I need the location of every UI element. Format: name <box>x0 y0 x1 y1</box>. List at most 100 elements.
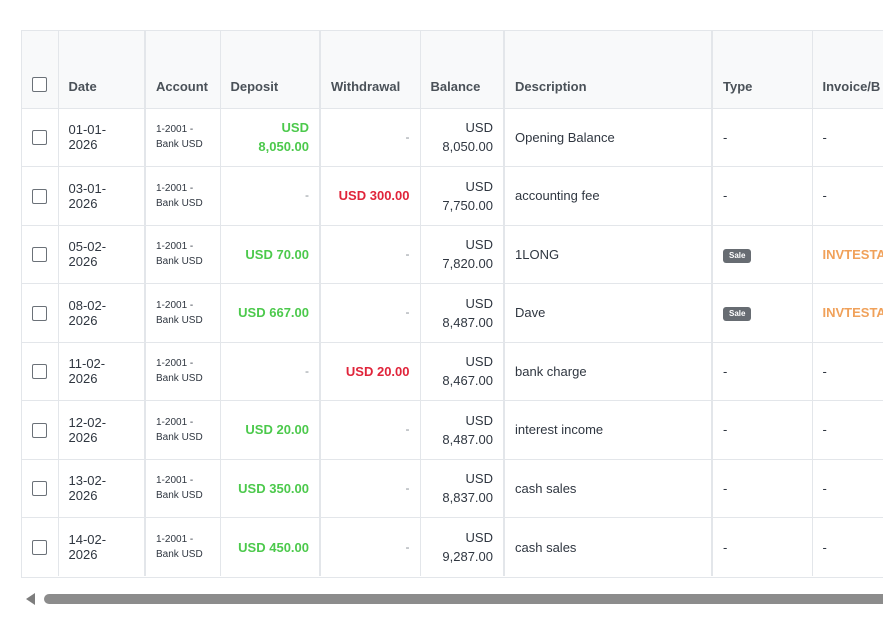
type-cell: - <box>712 517 813 576</box>
account-cell: 1-2001 - Bank USD <box>145 166 221 226</box>
deposit-cell: USD 450.00 <box>220 517 321 576</box>
column-header-withdrawal[interactable]: Withdrawal <box>320 31 421 109</box>
scrollbar-thumb[interactable] <box>44 594 883 604</box>
balance-currency: USD <box>465 412 493 428</box>
account-cell: 1-2001 - Bank USD <box>145 342 221 401</box>
account-code: 1-2001 - <box>156 299 194 311</box>
table-row[interactable]: 13-02-2026 1-2001 - Bank USD USD 350.00 -… <box>22 459 883 518</box>
withdrawal-cell: USD 20.00 <box>320 342 421 401</box>
column-header-account[interactable]: Account <box>145 31 221 109</box>
row-checkbox[interactable] <box>32 305 48 321</box>
column-header-deposit[interactable]: Deposit <box>220 31 321 109</box>
row-checkbox[interactable] <box>32 422 48 438</box>
balance-amount: 7,750.00 <box>442 197 493 213</box>
invoice-cell: INVTESTA2 <box>812 225 883 284</box>
column-header-date[interactable]: Date <box>58 31 146 109</box>
column-header-type[interactable]: Type <box>712 31 813 109</box>
column-header-invoice[interactable]: Invoice/B <box>812 31 883 109</box>
balance-currency: USD <box>465 295 493 311</box>
balance-currency: USD <box>465 354 493 370</box>
account-cell: 1-2001 - Bank USD <box>145 108 221 167</box>
horizontal-scrollbar[interactable] <box>24 592 883 606</box>
account-cell: 1-2001 - Bank USD <box>145 517 221 576</box>
row-checkbox[interactable] <box>32 188 48 204</box>
row-checkbox[interactable] <box>32 130 48 146</box>
row-select-cell <box>22 108 59 167</box>
account-name: Bank USD <box>156 314 203 326</box>
withdrawal-cell: - <box>320 108 421 167</box>
type-cell: Sale <box>712 225 813 284</box>
description-cell: cash sales <box>504 459 713 518</box>
description-cell: bank charge <box>504 342 713 401</box>
account-name: Bank USD <box>156 197 203 209</box>
balance-amount: 9,287.00 <box>442 549 493 564</box>
description-cell: accounting fee <box>504 166 713 226</box>
account-name: Bank USD <box>156 549 203 560</box>
invoice-cell: - <box>812 342 883 401</box>
select-all-header <box>22 31 59 109</box>
table-row[interactable]: 01-01-2026 1-2001 - Bank USD USD 8,050.00 … <box>22 108 883 167</box>
row-checkbox[interactable] <box>32 481 48 497</box>
date-cell: 08-02-2026 <box>58 283 146 343</box>
select-all-checkbox[interactable] <box>32 76 48 92</box>
balance-amount: 8,837.00 <box>442 490 493 506</box>
account-name: Bank USD <box>156 431 203 443</box>
sale-badge: Sale <box>723 307 752 322</box>
table-row[interactable]: 11-02-2026 1-2001 - Bank USD - USD 20.00 … <box>22 342 883 401</box>
deposit-cell: USD 350.00 <box>220 459 321 518</box>
balance-cell: USD 8,487.00 <box>420 400 505 460</box>
deposit-cell: USD 667.00 <box>220 283 321 343</box>
date-cell: 14-02-2026 <box>58 517 146 576</box>
chevron-left-icon[interactable] <box>26 593 35 605</box>
row-select-cell <box>22 283 59 343</box>
type-cell: Sale <box>712 283 813 343</box>
account-code: 1-2001 - <box>156 475 194 487</box>
invoice-link[interactable]: INVTESTA2 <box>822 246 883 262</box>
table-row[interactable]: 03-01-2026 1-2001 - Bank USD - USD 300.00… <box>22 166 883 226</box>
deposit-amount: 8,050.00 <box>258 139 309 155</box>
balance-cell: USD 8,487.00 <box>420 283 505 343</box>
description-cell: Dave <box>504 283 713 343</box>
description-cell: 1LONG <box>504 225 713 284</box>
deposit-cell: USD 70.00 <box>220 225 321 284</box>
table-row[interactable]: 12-02-2026 1-2001 - Bank USD USD 20.00 - … <box>22 400 883 460</box>
column-header-description[interactable]: Description <box>504 31 713 109</box>
table-row[interactable]: 05-02-2026 1-2001 - Bank USD USD 70.00 - … <box>22 225 883 284</box>
invoice-cell: - <box>812 517 883 576</box>
table-row[interactable]: 14-02-2026 1-2001 - Bank USD USD 450.00 -… <box>22 517 883 576</box>
invoice-cell: - <box>812 108 883 167</box>
account-cell: 1-2001 - Bank USD <box>145 225 221 284</box>
account-name: Bank USD <box>156 139 203 151</box>
row-select-cell <box>22 459 59 518</box>
balance-currency: USD <box>465 237 493 253</box>
account-cell: 1-2001 - Bank USD <box>145 283 221 343</box>
balance-cell: USD 8,467.00 <box>420 342 505 401</box>
date-cell: 01-01-2026 <box>58 108 146 167</box>
invoice-cell: - <box>812 400 883 460</box>
description-cell: interest income <box>504 400 713 460</box>
balance-cell: USD 7,750.00 <box>420 166 505 226</box>
transactions-table: Date Account Deposit Withdrawal Balance … <box>22 31 883 576</box>
balance-amount: 8,487.00 <box>442 314 493 330</box>
row-checkbox[interactable] <box>32 364 48 380</box>
account-code: 1-2001 - <box>156 416 194 428</box>
column-header-balance[interactable]: Balance <box>420 31 505 109</box>
type-cell: - <box>712 166 813 226</box>
deposit-cell: USD 8,050.00 <box>220 108 321 167</box>
balance-cell: USD 9,287.00 <box>420 517 505 576</box>
account-code: 1-2001 - <box>156 182 194 194</box>
date-cell: 11-02-2026 <box>58 342 146 401</box>
row-checkbox[interactable] <box>32 540 48 556</box>
row-select-cell <box>22 225 59 284</box>
sale-badge: Sale <box>723 248 752 263</box>
deposit-cell: USD 20.00 <box>220 400 321 460</box>
invoice-link[interactable]: INVTESTA2 <box>822 305 883 321</box>
account-name: Bank USD <box>156 256 203 268</box>
balance-cell: USD 7,820.00 <box>420 225 505 284</box>
row-select-cell <box>22 517 59 576</box>
account-code: 1-2001 - <box>156 534 194 545</box>
type-cell: - <box>712 400 813 460</box>
row-checkbox[interactable] <box>32 247 48 263</box>
table-row[interactable]: 08-02-2026 1-2001 - Bank USD USD 667.00 -… <box>22 283 883 343</box>
